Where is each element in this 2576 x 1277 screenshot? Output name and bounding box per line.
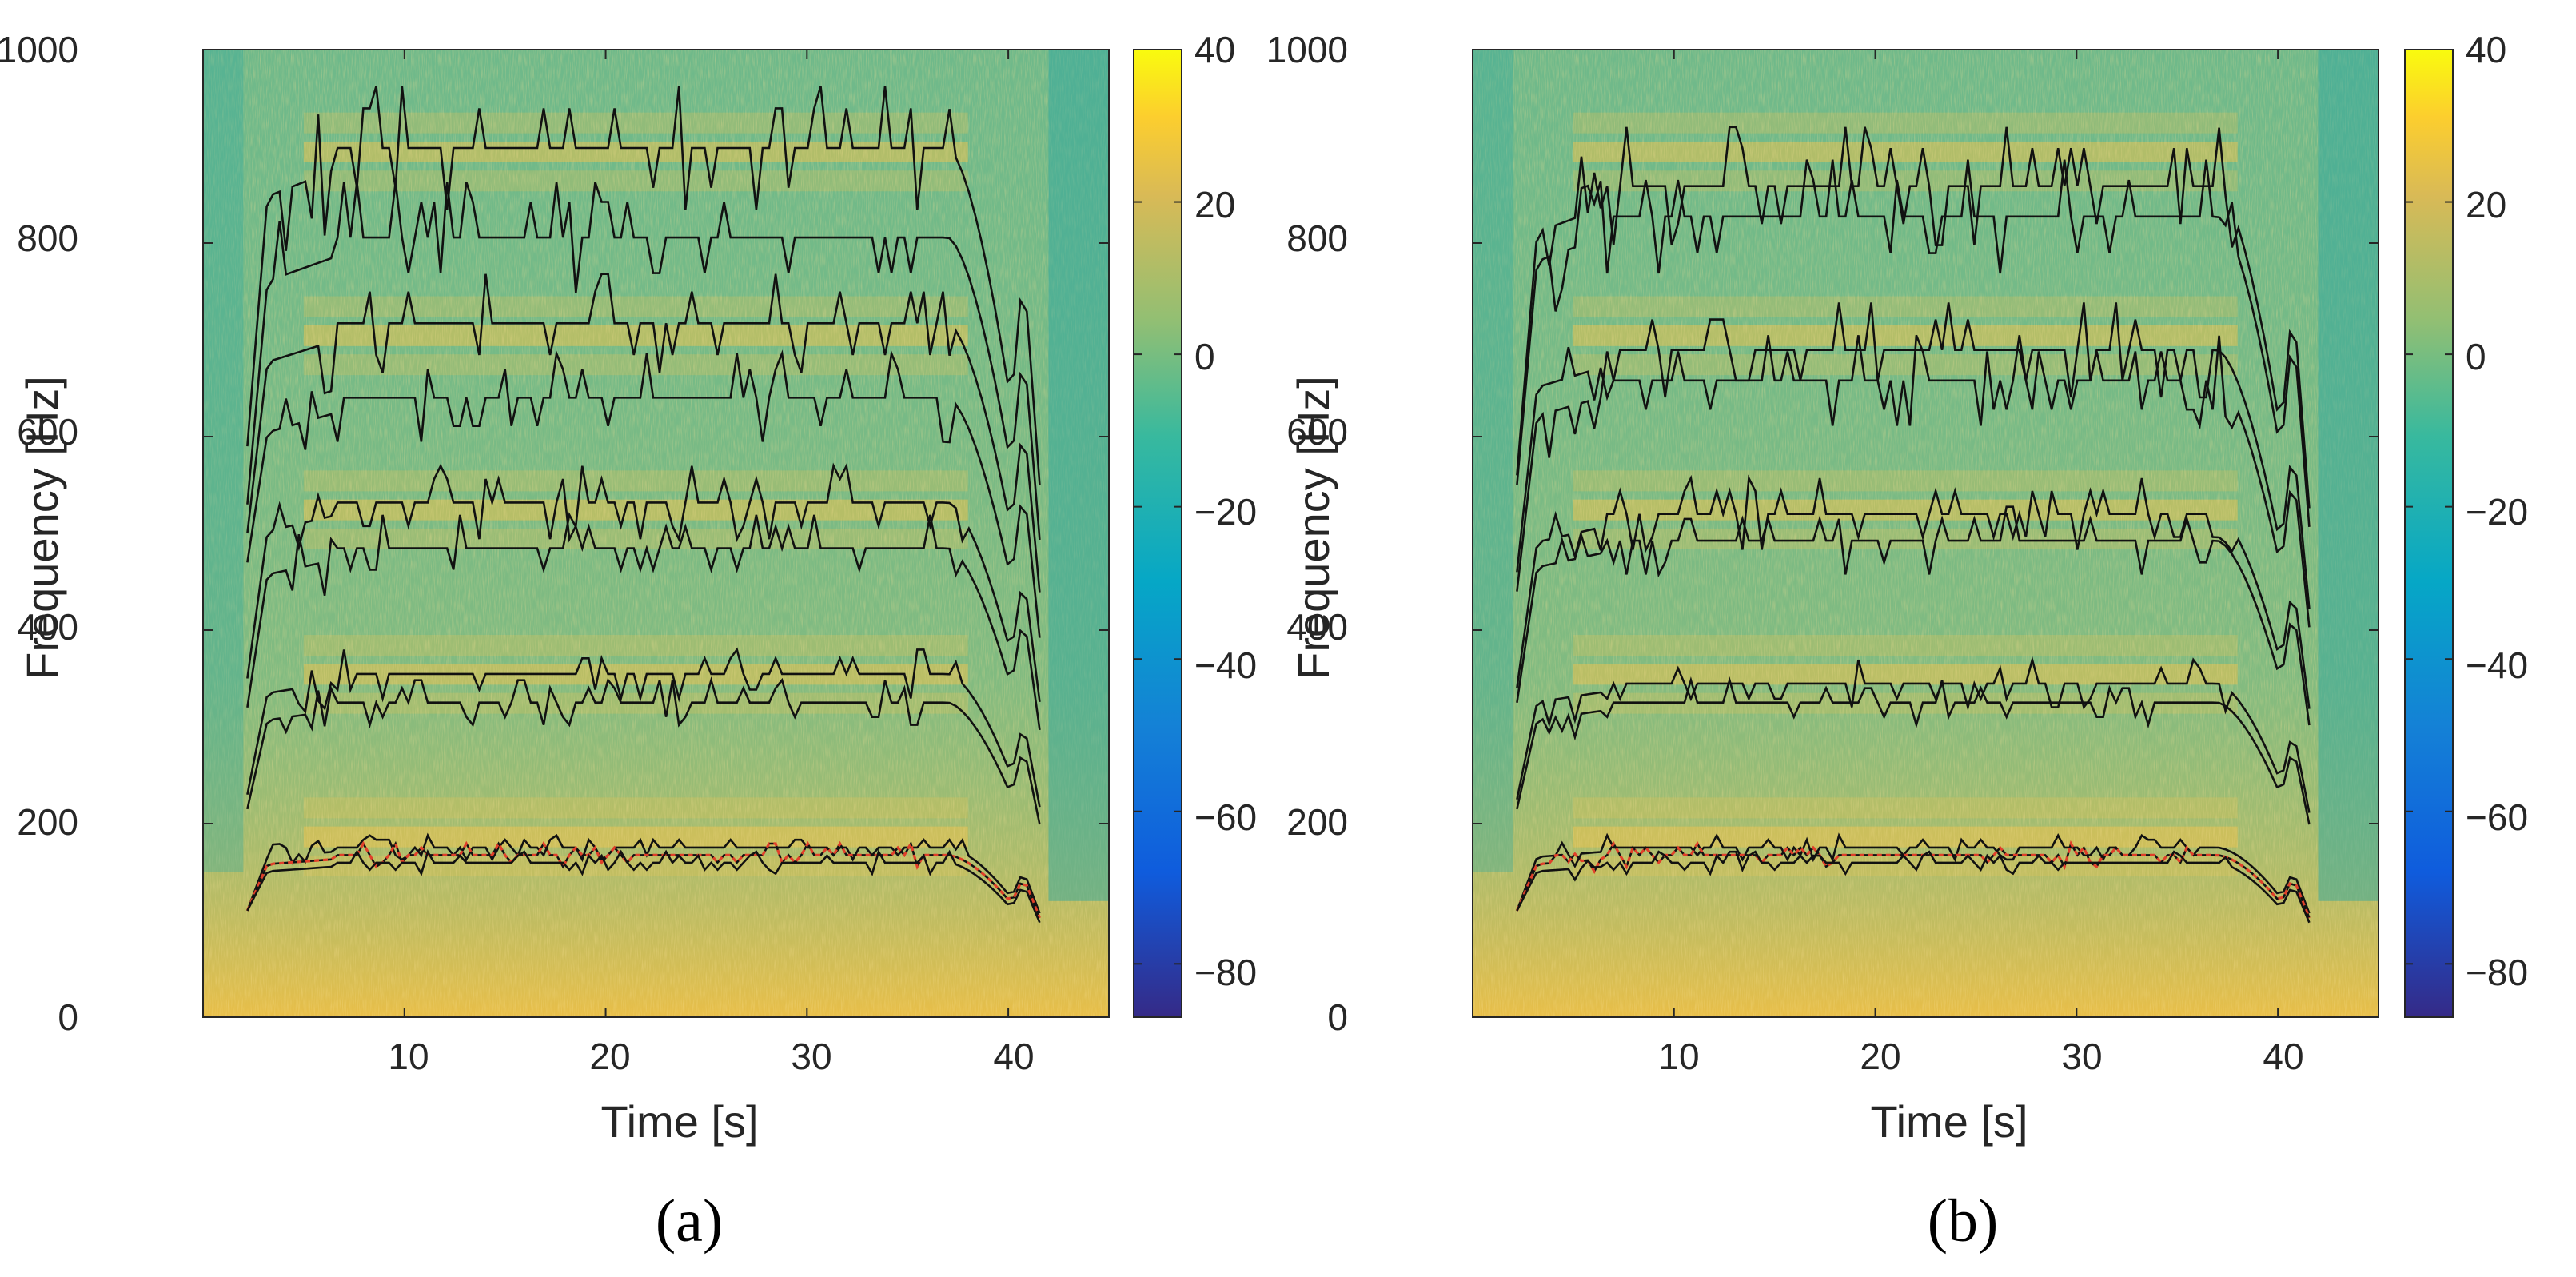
x-tick-label: 20 [1860,1036,1900,1077]
y-tick-label: 200 [17,801,78,843]
x-tick-label: 30 [2061,1036,2102,1077]
x-tick-label: 10 [1658,1036,1699,1077]
onset-region [203,50,244,872]
colorbar-tick-label: −40 [2466,644,2528,686]
y-tick-label: 0 [58,996,78,1038]
colorbar-tick-label: 40 [1194,29,1235,70]
ridge-tracks [1515,126,2311,924]
colorbar-ticks-a [1134,49,1182,965]
x-axis-label-a: Time [s] [600,1096,758,1147]
y-axis-label-a: Frequency [Hz] [17,376,67,680]
y-tick-label: 200 [1286,801,1348,843]
y-axis-b: 0 200 400 600 800 1000 Frequency [Hz] [1266,29,1348,1038]
spectrogram-image [203,50,1109,1017]
onset-region [1473,50,1513,872]
colorbar-tick-label: −60 [2466,796,2528,838]
panel-label-a: (a) [656,1187,723,1255]
ridge-track-line [1516,474,2311,709]
ridge-track-line [246,676,1041,825]
colorbar-tick-label: 20 [1194,184,1235,225]
y-axis-label-b: Frequency [Hz] [1288,376,1338,680]
y-tick-label: 400 [17,606,78,648]
x-tick-label: 20 [589,1036,630,1077]
ridge-track-line [1516,676,2311,825]
colorbar-tick-label: −60 [1194,796,1257,838]
colorbar-tick-label: −20 [1194,491,1257,533]
panel-b: 0 200 400 600 800 1000 Frequency [Hz] 10… [1266,29,2528,1255]
colorbar-a: 40 20 0 −20 −40 −60 −80 [1133,29,1257,1018]
ridge-track-line [246,647,1041,808]
fundamental-track-red [1515,840,2311,919]
spectrogram-noise [203,50,1109,1017]
colorbar-gradient-b [2404,49,2454,1018]
y-tick-label: 1000 [1266,29,1348,70]
ridge-track-line [246,349,1041,638]
y-tick-label: 0 [1327,996,1348,1038]
ridge-track-line [246,462,1041,703]
spectrogram-plot-b [1472,49,2379,1018]
panel-a: 0 200 400 600 800 1000 Frequency [Hz] 10… [0,29,1257,1255]
ridge-track-line [246,848,1041,924]
colorbar-tick-label: 0 [2466,336,2486,377]
x-tick-label: 40 [2263,1036,2303,1077]
offset-region [1048,50,1109,901]
plot-frame [202,49,1110,1018]
colorbar-tick-label: −80 [1194,952,1257,993]
ridge-tracks [245,86,1041,924]
colorbar-gradient-a [1133,49,1182,1018]
spectrogram-plot-a [202,49,1110,1018]
x-tick-label: 30 [791,1036,831,1077]
panel-label-b: (b) [1928,1187,1999,1255]
colorbar-b: 40 20 0 −20 −40 −60 −80 [2404,29,2528,1018]
colorbar-tick-label: 20 [2466,184,2506,225]
y-axis-a: 0 200 400 600 800 1000 Frequency [Hz] [0,29,78,1038]
x-axis-label-b: Time [s] [1870,1096,2028,1147]
x-tick-label: 10 [388,1036,429,1077]
colorbar-tick-label: 40 [2466,29,2506,70]
y-tick-label: 800 [17,217,78,259]
colorbar-tick-label: −80 [2466,952,2528,993]
colorbar-tick-label: 0 [1194,336,1215,377]
y-tick-label: 600 [17,411,78,453]
x-tick-label: 40 [993,1036,1034,1077]
ridge-track-line [1516,302,2311,609]
colorbar-tick-label: −20 [2466,491,2528,533]
ridge-track-line [1516,334,2311,628]
plot-frame [1472,49,2379,1018]
y-tick-label: 1000 [0,29,78,70]
colorbar-tick-label: −40 [1194,644,1257,686]
ridge-track-line [246,182,1041,541]
ridge-track-line [1516,126,2311,509]
ridge-track-line [246,273,1041,593]
x-axis-b: 10 20 30 40 Time [s] [1658,1036,2303,1147]
y-tick-label: 800 [1286,217,1348,259]
ridge-track-line [1516,832,2311,914]
ridge-track-line [246,512,1041,731]
ridge-track-line [1516,656,2311,813]
ridge-track-line [246,840,1041,919]
ridge-track-line [1516,850,2311,924]
x-axis-a: 10 20 30 40 Time [s] [388,1036,1034,1147]
ridge-track-line [246,86,1041,485]
colorbar-ticks-b [2405,49,2453,965]
ridge-track-line [1516,505,2311,726]
y-tick-label: 400 [1286,606,1348,648]
y-tick-label: 600 [1286,411,1348,453]
ridge-track-line [1516,159,2311,528]
offset-region [2318,50,2379,901]
